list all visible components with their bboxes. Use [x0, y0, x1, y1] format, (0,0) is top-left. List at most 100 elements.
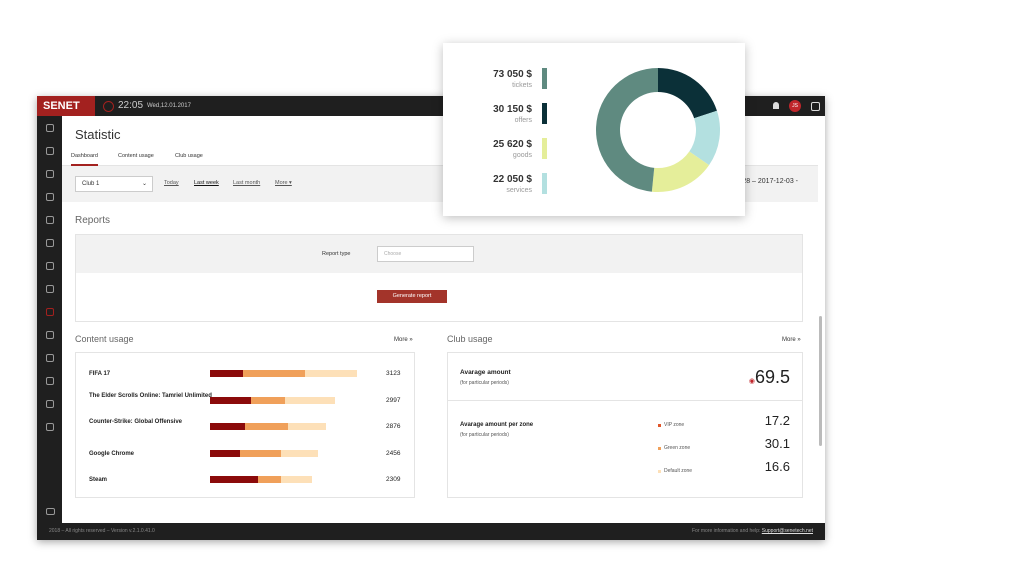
- sidebar-icon: [46, 377, 54, 385]
- reports-title: Reports: [75, 215, 111, 226]
- zone-value: 30.1: [764, 436, 790, 451]
- content-name: Google Chrome: [89, 450, 135, 457]
- tab[interactable]: Content usage: [118, 153, 154, 159]
- legend-swatch: [542, 68, 547, 89]
- donut-slice: [689, 110, 720, 166]
- zone-value: 16.6: [764, 459, 790, 474]
- sidebar-icon: [46, 285, 54, 293]
- donut-card: 73 050 $ tickets 30 150 $ offers 25 620 $ goo…: [443, 43, 745, 216]
- report-type-select[interactable]: Choose: [377, 246, 474, 262]
- sidebar-icon: [46, 193, 54, 201]
- filter-link[interactable]: Last month: [233, 180, 261, 186]
- report-type-label: Report type: [322, 251, 351, 257]
- sidebar-icon: [46, 354, 54, 362]
- date-range[interactable]: -28 – 2017-12-03 -: [740, 178, 798, 185]
- sidebar: [37, 116, 62, 523]
- usage-segment: [210, 449, 240, 457]
- user-avatar[interactable]: JS: [789, 100, 801, 112]
- usage-segment: [250, 396, 285, 404]
- filter-link[interactable]: Today: [164, 180, 179, 186]
- clock-date: Wed,12.01.2017: [147, 103, 191, 109]
- logout-icon[interactable]: [811, 102, 820, 111]
- content-total: 2876: [386, 423, 401, 430]
- content-total: 2456: [386, 449, 401, 457]
- sidebar-icon: [46, 423, 54, 431]
- legend-value: 25 620 $: [493, 139, 532, 150]
- usage-segment: [285, 396, 335, 404]
- zone-name: Green zone: [664, 445, 691, 451]
- usage-segment: [240, 449, 281, 457]
- usage-segment: [244, 423, 288, 430]
- filter-link[interactable]: More ▾: [275, 180, 292, 186]
- support-link[interactable]: Support@senetech.net: [761, 528, 813, 534]
- generate-button[interactable]: Generate report: [377, 290, 447, 303]
- content-name: FIFA 17: [89, 371, 111, 377]
- zone-value: 17.2: [764, 413, 790, 428]
- donut-chart: 73 050 $ tickets 30 150 $ offers 25 620 $ goo…: [493, 68, 720, 194]
- clock-time: 22:05: [118, 100, 144, 111]
- tabs-line: [62, 165, 818, 166]
- footer-right: For more information and help: Support@s…: [692, 528, 813, 534]
- content-total: 3123: [386, 370, 401, 377]
- per-zone-label: Avarage amount per zone: [460, 422, 534, 428]
- content-usage-title: Content usage: [75, 334, 134, 344]
- legend-value: 22 050 $: [493, 174, 532, 185]
- legend-label: offers: [515, 117, 533, 124]
- usage-segment: [210, 370, 243, 377]
- sidebar-icon: [46, 216, 54, 224]
- content-name: Counter-Strike: Global Offensive: [89, 419, 183, 425]
- sidebar-icon: [46, 331, 54, 339]
- sidebar-icon: [46, 262, 54, 270]
- bell-icon[interactable]: [773, 102, 779, 109]
- zone-name: Default zone: [664, 468, 693, 474]
- brand-logo: SENET: [880, 0, 1024, 576]
- sidebar-icon: [46, 124, 54, 132]
- content-usage-card: FIFA 17 3123 The Elder Scrolls Online: Tam…: [75, 352, 415, 498]
- page-title: Statistic: [75, 127, 121, 142]
- legend-label: tickets: [512, 82, 532, 89]
- average-label: Avarage amount: [460, 369, 511, 376]
- average-value: ◉69.5: [749, 367, 790, 388]
- sidebar-icon: [46, 170, 54, 178]
- club-usage-card: Avarage amount (for particular periods) …: [447, 352, 803, 498]
- club-select[interactable]: Club 1 ⌄: [75, 176, 153, 192]
- usage-segment: [258, 476, 281, 483]
- zone-name: VIP zone: [664, 422, 685, 428]
- donut-slice: [596, 68, 658, 192]
- footer: [37, 523, 825, 540]
- usage-segment: [280, 476, 312, 483]
- app-logo: SENET: [37, 96, 95, 116]
- legend-label: services: [506, 187, 532, 194]
- sidebar-icon: [46, 147, 54, 155]
- average-note: (for particular periods): [460, 380, 509, 386]
- content-total: 2997: [386, 396, 401, 404]
- legend-value: 30 150 $: [493, 104, 532, 115]
- usage-segment: [304, 370, 357, 377]
- usage-segment: [210, 396, 251, 404]
- footer-left: 2018 – All rights reserved – Version v.2…: [49, 528, 155, 534]
- sidebar-icon: [46, 239, 54, 247]
- sidebar-icon: [46, 400, 54, 408]
- tab[interactable]: Club usage: [175, 153, 203, 159]
- content-usage-more[interactable]: More »: [394, 337, 413, 343]
- zone-dot: [658, 470, 661, 473]
- tab[interactable]: Dashboard: [71, 153, 98, 166]
- sidebar-icon: [46, 508, 55, 515]
- legend-swatch: [542, 173, 547, 194]
- usage-segment: [280, 449, 318, 457]
- scrollbar[interactable]: [819, 316, 822, 446]
- legend-swatch: [542, 103, 547, 124]
- clock-icon: [103, 101, 114, 112]
- content-name: The Elder Scrolls Online: Tamriel Unlimi…: [89, 392, 212, 399]
- usage-segment: [210, 423, 245, 430]
- content-total: 2309: [386, 476, 401, 483]
- legend-swatch: [542, 138, 547, 159]
- filter-link[interactable]: Last week: [194, 180, 219, 186]
- club-value: Club 1: [82, 181, 100, 187]
- usage-segment: [210, 476, 258, 483]
- sidebar-icon: [46, 308, 54, 316]
- currency-icon: ◉: [748, 378, 755, 385]
- divider: [448, 400, 802, 401]
- club-usage-more[interactable]: More »: [782, 337, 801, 343]
- per-zone-note: (for particular periods): [460, 432, 509, 438]
